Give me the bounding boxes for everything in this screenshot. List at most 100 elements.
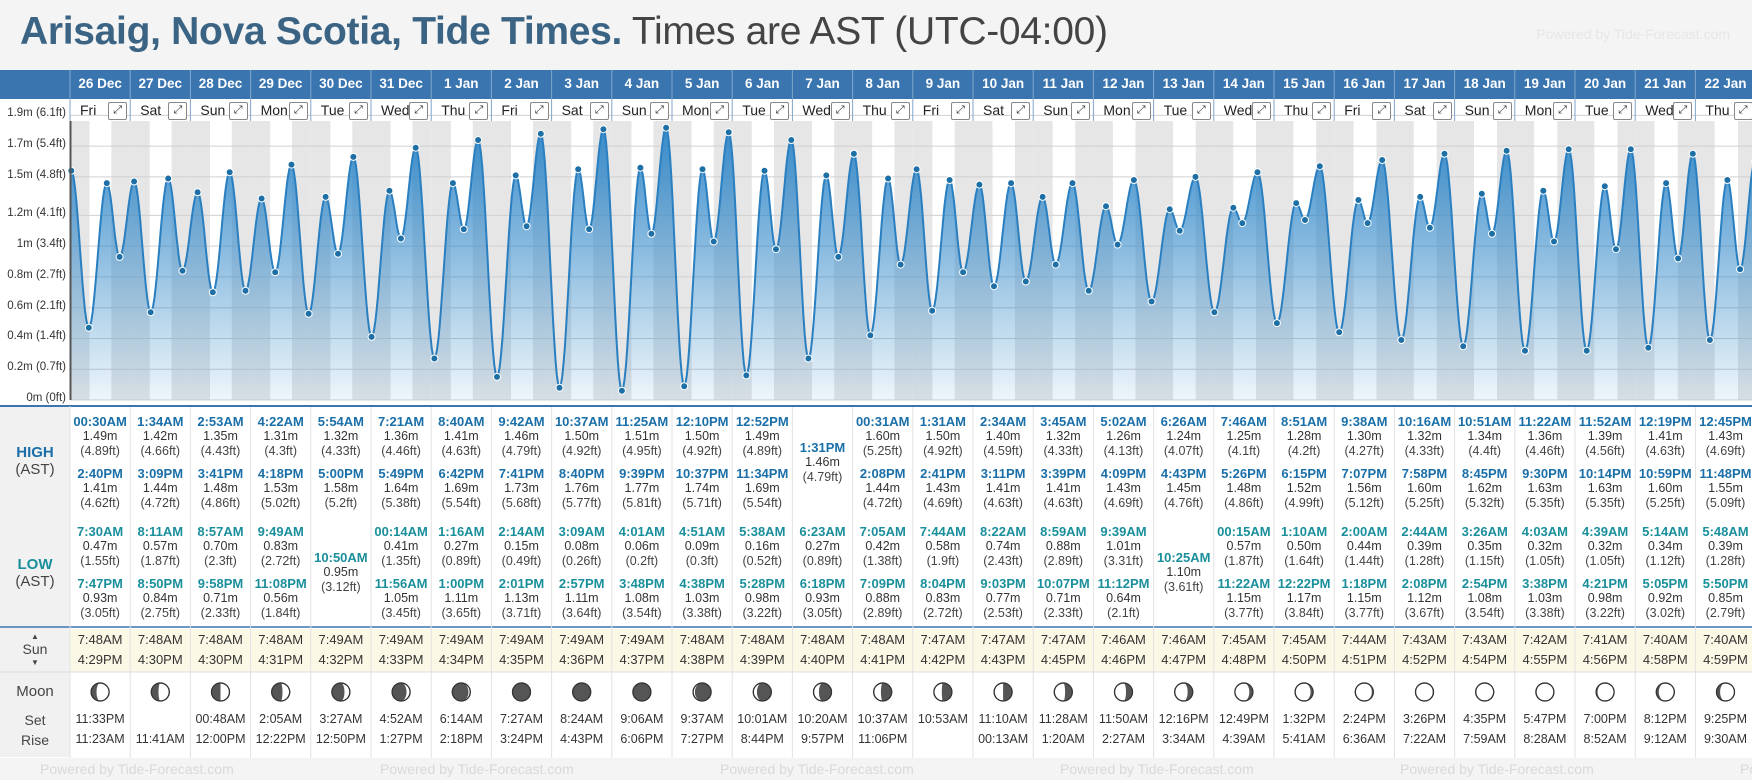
low-tide-height-m: 1.03m bbox=[684, 591, 720, 605]
high-tide-height-ft: (5.2ft) bbox=[324, 496, 358, 510]
low-tide-time: 3:26AM bbox=[1461, 524, 1508, 539]
high-tide-point bbox=[849, 149, 858, 158]
low-tide-time: 7:44AM bbox=[919, 524, 967, 539]
y-tick-label: 0.6m (2.1ft) bbox=[7, 299, 66, 312]
moonset-time: 10:53AM bbox=[917, 712, 968, 726]
low-tide-height-m: 0.50m bbox=[1286, 539, 1322, 553]
sunset-time: 4:43PM bbox=[980, 652, 1026, 667]
moon-shadow bbox=[632, 683, 651, 701]
expand-icon[interactable]: ⤢ bbox=[1071, 102, 1091, 120]
expand-icon[interactable]: ⤢ bbox=[1492, 102, 1512, 120]
expand-icon[interactable]: ⤢ bbox=[890, 102, 910, 120]
moonrise-time: 7:59AM bbox=[1463, 732, 1507, 746]
expand-icon[interactable]: ⤢ bbox=[1432, 102, 1452, 120]
high-tide-time: 7:46AM bbox=[1220, 414, 1268, 429]
high-tide-height-m: 1.32m bbox=[1407, 429, 1442, 443]
low-tide-height-m: 0.70m bbox=[203, 539, 238, 553]
sunrise-time: 7:48AM bbox=[800, 632, 845, 647]
high-tide-height-m: 1.26m bbox=[1106, 429, 1141, 443]
high-tide-height-m: 1.60m bbox=[1407, 481, 1442, 495]
moon-phase-icon bbox=[993, 682, 1013, 702]
high-tide-time: 10:37PM bbox=[675, 466, 729, 481]
low-tide-point bbox=[1582, 346, 1591, 355]
low-tide-height-ft: (0.2ft) bbox=[625, 554, 659, 568]
high-tide-height-m: 1.58m bbox=[323, 481, 359, 495]
expand-icon[interactable]: ⤢ bbox=[1673, 102, 1693, 120]
expand-icon[interactable]: ⤢ bbox=[409, 102, 429, 120]
moonset-time: 11:33PM bbox=[75, 712, 125, 726]
high-tide-height-ft: (5.81ft) bbox=[622, 496, 662, 510]
high-tide-point bbox=[1165, 205, 1174, 214]
high-tide-height-m: 1.50m bbox=[564, 429, 600, 443]
low-tide-height-m: 1.11m bbox=[564, 591, 599, 605]
low-tide-point bbox=[241, 286, 250, 295]
high-tide-entry: 2:34AM 1.40m (4.59ft) bbox=[973, 414, 1033, 459]
sunrise-time: 7:46AM bbox=[1101, 632, 1146, 647]
expand-icon[interactable]: ⤢ bbox=[1553, 102, 1572, 120]
low-tide-height-m: 0.47m bbox=[82, 539, 118, 553]
date-label: 11 Jan bbox=[1042, 76, 1084, 91]
sun-times: 7:49AM 4:36PM bbox=[552, 630, 612, 670]
low-tide-point bbox=[555, 383, 564, 392]
expand-icon[interactable]: ⤢ bbox=[1372, 102, 1392, 120]
expand-icon[interactable]: ⤢ bbox=[830, 102, 850, 120]
low-tide-point bbox=[1425, 223, 1434, 232]
low-tide-height-ft: (2.33ft) bbox=[200, 606, 241, 620]
sunrise-time: 7:42AM bbox=[1522, 632, 1568, 647]
expand-icon[interactable]: ⤢ bbox=[1733, 102, 1752, 120]
expand-icon[interactable]: ⤢ bbox=[1252, 102, 1271, 120]
date-label: 16 Jan bbox=[1343, 76, 1386, 91]
expand-icon[interactable]: ⤢ bbox=[1312, 102, 1332, 120]
low-tide-point bbox=[772, 245, 780, 254]
low-tide-entry: 5:48AM 0.39m (1.28ft) bbox=[1695, 524, 1752, 569]
expand-icon[interactable]: ⤢ bbox=[469, 102, 489, 120]
high-tide-height-m: 1.63m bbox=[1527, 481, 1563, 495]
expand-icon[interactable]: ⤢ bbox=[589, 102, 609, 120]
expand-icon[interactable]: ⤢ bbox=[529, 102, 549, 120]
expand-icon[interactable]: ⤢ bbox=[288, 102, 308, 120]
moon-outline bbox=[271, 682, 291, 702]
high-tide-height-m: 1.35m bbox=[203, 429, 238, 443]
day-of-week-label: Tue bbox=[1163, 102, 1188, 118]
expand-icon[interactable]: ⤢ bbox=[1011, 102, 1031, 120]
low-tide-height-ft: (2.89ft) bbox=[1043, 554, 1084, 568]
moonrise-time: 6:06PM bbox=[620, 732, 664, 746]
low-tide-point bbox=[1488, 229, 1496, 238]
expand-icon[interactable]: ⤢ bbox=[168, 102, 188, 120]
low-tide-time: 9:39AM bbox=[1100, 524, 1147, 539]
high-tide-point bbox=[349, 152, 358, 161]
expand-icon[interactable]: ⤢ bbox=[650, 102, 669, 120]
moon-shadow bbox=[1243, 683, 1253, 701]
sunrise-time: 7:48AM bbox=[739, 632, 785, 647]
low-tide-time: 6:23AM bbox=[799, 524, 846, 539]
low-tide-height-ft: (2.72ft) bbox=[923, 606, 963, 620]
moon-phase-icon bbox=[451, 682, 471, 702]
expand-icon[interactable]: ⤢ bbox=[1191, 102, 1211, 120]
low-tide-point bbox=[1210, 308, 1219, 317]
high-tide-time: 3:45AM bbox=[1040, 414, 1087, 429]
high-tide-height-m: 1.44m bbox=[865, 481, 901, 495]
sun-times: 7:49AM 4:34PM bbox=[431, 630, 491, 670]
expand-icon[interactable]: ⤢ bbox=[770, 102, 790, 120]
high-tide-entry: 12:10PM 1.50m (4.92ft) bbox=[672, 414, 732, 459]
moonset-time: 10:37AM bbox=[857, 712, 908, 726]
expand-icon[interactable]: ⤢ bbox=[108, 102, 128, 120]
moonset-time: 11:50AM bbox=[1098, 712, 1149, 726]
moonrise-time: 3:24PM bbox=[499, 732, 544, 746]
high-tide-entry: 1:31AM 1.50m (4.92ft) bbox=[913, 414, 973, 459]
moon-outline bbox=[1354, 682, 1374, 702]
sun-times: 7:48AM 4:39PM bbox=[732, 630, 792, 670]
expand-icon[interactable]: ⤢ bbox=[1131, 102, 1151, 120]
moonrise-time: 12:50PM bbox=[315, 732, 366, 746]
expand-icon[interactable]: ⤢ bbox=[1613, 102, 1633, 120]
expand-icon[interactable]: ⤢ bbox=[710, 102, 730, 120]
expand-icon[interactable]: ⤢ bbox=[228, 102, 248, 120]
expand-icon[interactable]: ⤢ bbox=[349, 102, 368, 120]
expand-icon[interactable]: ⤢ bbox=[951, 102, 970, 120]
high-tide-height-ft: (5.71ft) bbox=[682, 496, 722, 510]
moonset-time: 3:26PM bbox=[1402, 712, 1447, 726]
moon-rise-label: Rise bbox=[20, 732, 49, 748]
high-tide-height-ft: (4.92ft) bbox=[561, 444, 602, 458]
high-label: HIGH (AST) bbox=[0, 444, 70, 478]
low-tide-point bbox=[493, 372, 501, 381]
